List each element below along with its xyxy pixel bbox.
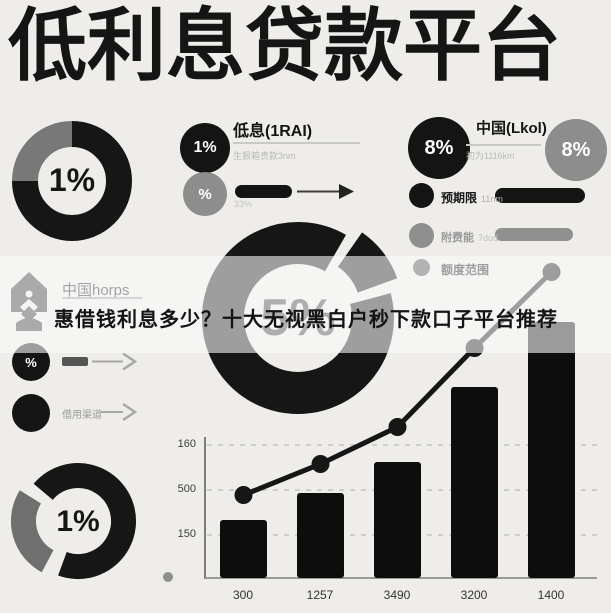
x-tick: 1257 bbox=[306, 588, 334, 602]
channel-label: 借用渠道 bbox=[62, 410, 102, 421]
row-label-text: 附费能 bbox=[441, 232, 474, 244]
banner-band bbox=[0, 256, 611, 353]
row-label-sub: 7dud bbox=[478, 233, 499, 243]
bar bbox=[220, 520, 267, 578]
divider bbox=[233, 142, 360, 144]
monitor-badge bbox=[12, 394, 50, 432]
stat-badge-8pct-gray: 8% bbox=[545, 119, 607, 181]
stat-badge-1pct: 1% bbox=[180, 123, 230, 173]
row-bar-gray bbox=[495, 228, 573, 241]
row-label-sub: 11nm bbox=[481, 194, 503, 204]
y-tick: 160 bbox=[177, 438, 196, 450]
row-icon-circle-gray bbox=[409, 223, 434, 248]
row-bar-dark bbox=[495, 188, 585, 203]
arrow-right-icon bbox=[62, 352, 138, 371]
stat-subtitle-mid: 生狠箱贵款3nm bbox=[233, 151, 296, 161]
divider bbox=[466, 144, 541, 146]
row-label-text: 预期限 bbox=[441, 191, 478, 205]
axis-dot bbox=[163, 572, 173, 582]
x-tick: 3200 bbox=[460, 588, 488, 602]
bar bbox=[451, 387, 498, 578]
stat-title-mid: 低息(1RAI) bbox=[233, 123, 313, 140]
page-title: 低利息贷款平台 bbox=[8, 1, 561, 90]
donut-value-top-left: 1% bbox=[48, 162, 96, 198]
x-tick: 300 bbox=[232, 588, 254, 602]
y-tick: 150 bbox=[177, 528, 196, 540]
row-label-2: 附费能 7dud bbox=[441, 229, 498, 245]
donut-value-bottom-left: 1% bbox=[56, 505, 100, 538]
stat-subtitle-right: 初为1116km bbox=[466, 151, 515, 161]
bar bbox=[297, 493, 344, 578]
line-marker bbox=[388, 418, 407, 436]
stat-badge-percent: % bbox=[183, 172, 227, 216]
x-tick: 3490 bbox=[383, 588, 411, 602]
line-marker bbox=[311, 455, 330, 473]
bar bbox=[374, 462, 421, 578]
x-tick: 1400 bbox=[537, 588, 565, 602]
headline-text: 惠借钱利息多少？十大无视黑白户秒下款口子平台推荐 bbox=[54, 309, 558, 331]
y-tick: 500 bbox=[177, 483, 196, 495]
donut-chart-top-left bbox=[12, 121, 132, 241]
stat-badge-8pct-dark: 8% bbox=[408, 117, 470, 179]
stat-title-right: 中国(Lkol) bbox=[476, 120, 547, 137]
arrow-right-icon bbox=[235, 184, 354, 199]
line-marker bbox=[234, 486, 253, 504]
row-label-1: 预期限 11nm bbox=[441, 189, 503, 206]
bar bbox=[528, 322, 575, 578]
row-icon-circle-dark bbox=[409, 183, 434, 208]
stat-note-mid: 33% bbox=[234, 199, 253, 209]
donut-chart-bottom-left bbox=[10, 463, 137, 580]
arrow-right-icon bbox=[101, 402, 138, 422]
combo-chart bbox=[220, 263, 575, 578]
